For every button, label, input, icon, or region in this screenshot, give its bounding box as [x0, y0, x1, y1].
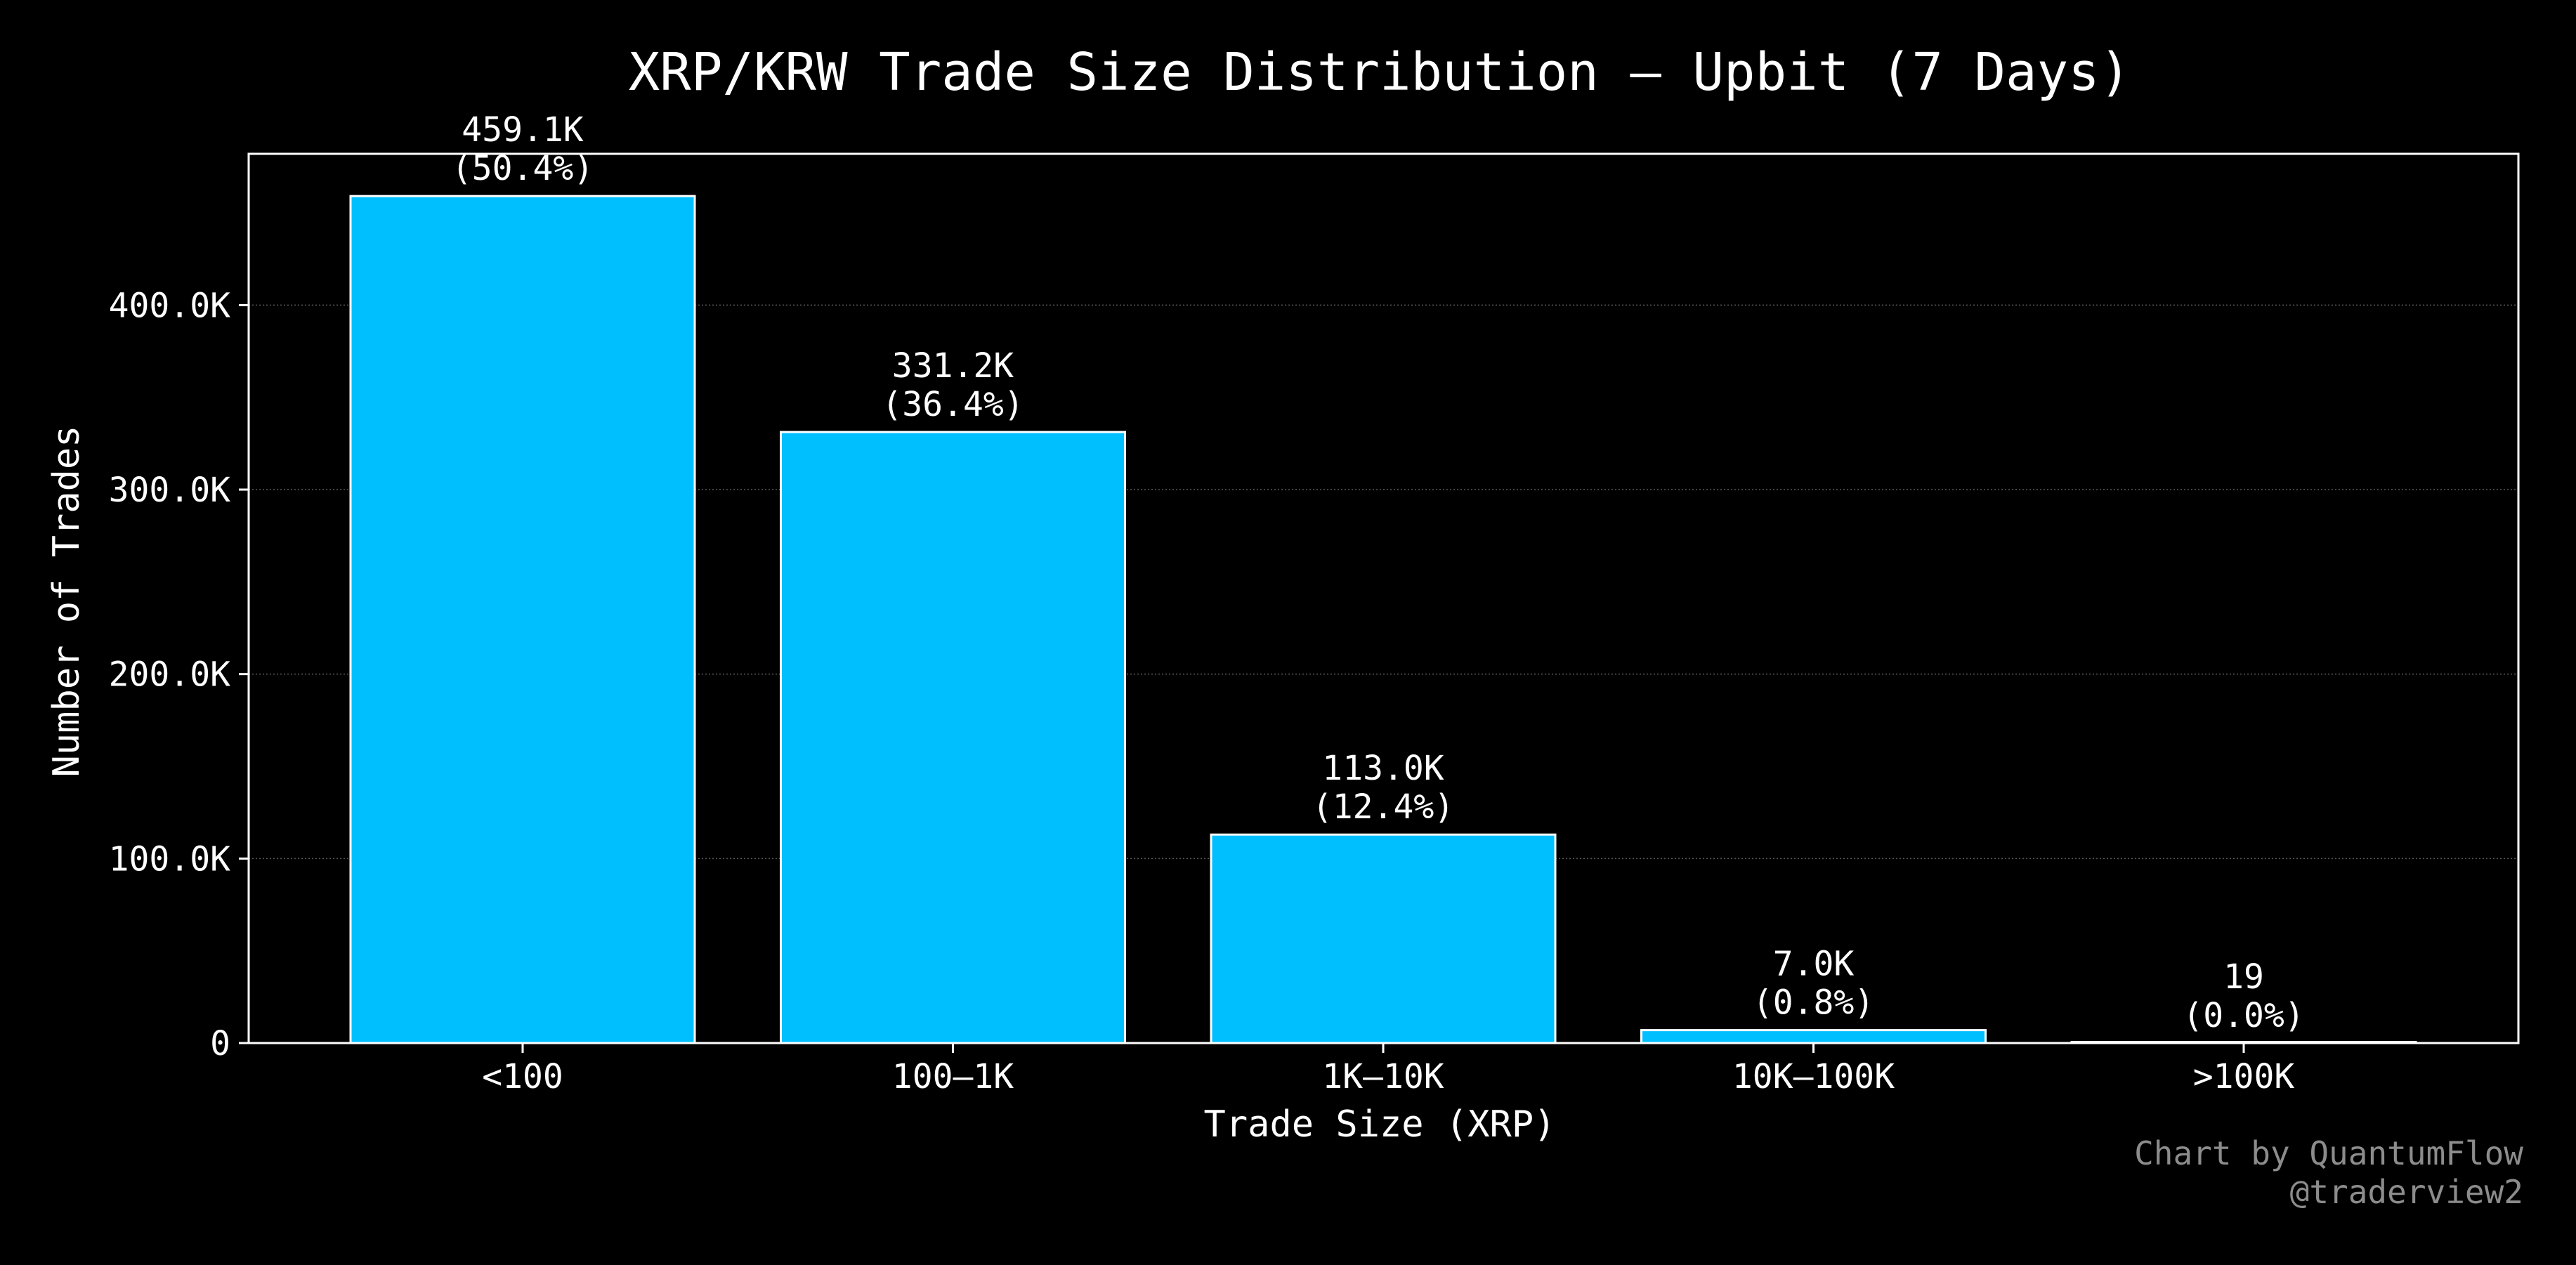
- data-label-percent: (0.0%): [2183, 996, 2304, 1035]
- data-label-percent: (0.8%): [1753, 983, 1874, 1023]
- x-axis: <100 100–1K 1K–10K 10K–100K >100K: [482, 1043, 2294, 1096]
- x-tick-label: <100: [482, 1057, 563, 1096]
- data-label-percent: (12.4%): [1312, 787, 1454, 827]
- y-axis-label: Number of Trades: [46, 426, 88, 778]
- chart-title: XRP/KRW Trade Size Distribution — Upbit …: [629, 42, 2131, 103]
- x-tick-label: 100–1K: [892, 1057, 1014, 1096]
- y-tick-label: 100.0K: [109, 839, 230, 879]
- bar: [349, 195, 696, 1044]
- y-tick-label: 0: [210, 1024, 230, 1063]
- y-tick-label: 300.0K: [109, 471, 230, 510]
- y-tick-label: 400.0K: [109, 286, 230, 325]
- x-axis-label: Trade Size (XRP): [1204, 1103, 1556, 1146]
- data-label-percent: (36.4%): [882, 385, 1024, 424]
- data-labels: 459.1K(50.4%) 331.2K(36.4%) 113.0K(12.4%) 7…: [452, 110, 2305, 1035]
- x-tick-label: 10K–100K: [1732, 1057, 1895, 1096]
- data-label-count: 7.0K: [1773, 945, 1855, 984]
- bar: [780, 431, 1126, 1044]
- x-tick-label: 1K–10K: [1322, 1057, 1444, 1096]
- credit-line-1: Chart by QuantumFlow: [2134, 1134, 2523, 1172]
- data-label-percent: (50.4%): [452, 149, 594, 188]
- data-label-count: 113.0K: [1322, 749, 1444, 788]
- bar: [1210, 833, 1557, 1044]
- data-label-count: 19: [2223, 957, 2264, 997]
- bar: [1640, 1029, 1987, 1044]
- credit-line-2: @traderview2: [2290, 1173, 2523, 1211]
- x-tick-label: >100K: [2193, 1057, 2295, 1096]
- y-axis: 0 100.0K 200.0K 300.0K 400.0K: [109, 286, 249, 1063]
- bars: [349, 195, 2417, 1044]
- data-label-count: 331.2K: [892, 346, 1014, 386]
- y-tick-label: 200.0K: [109, 655, 230, 695]
- data-label-count: 459.1K: [462, 110, 583, 150]
